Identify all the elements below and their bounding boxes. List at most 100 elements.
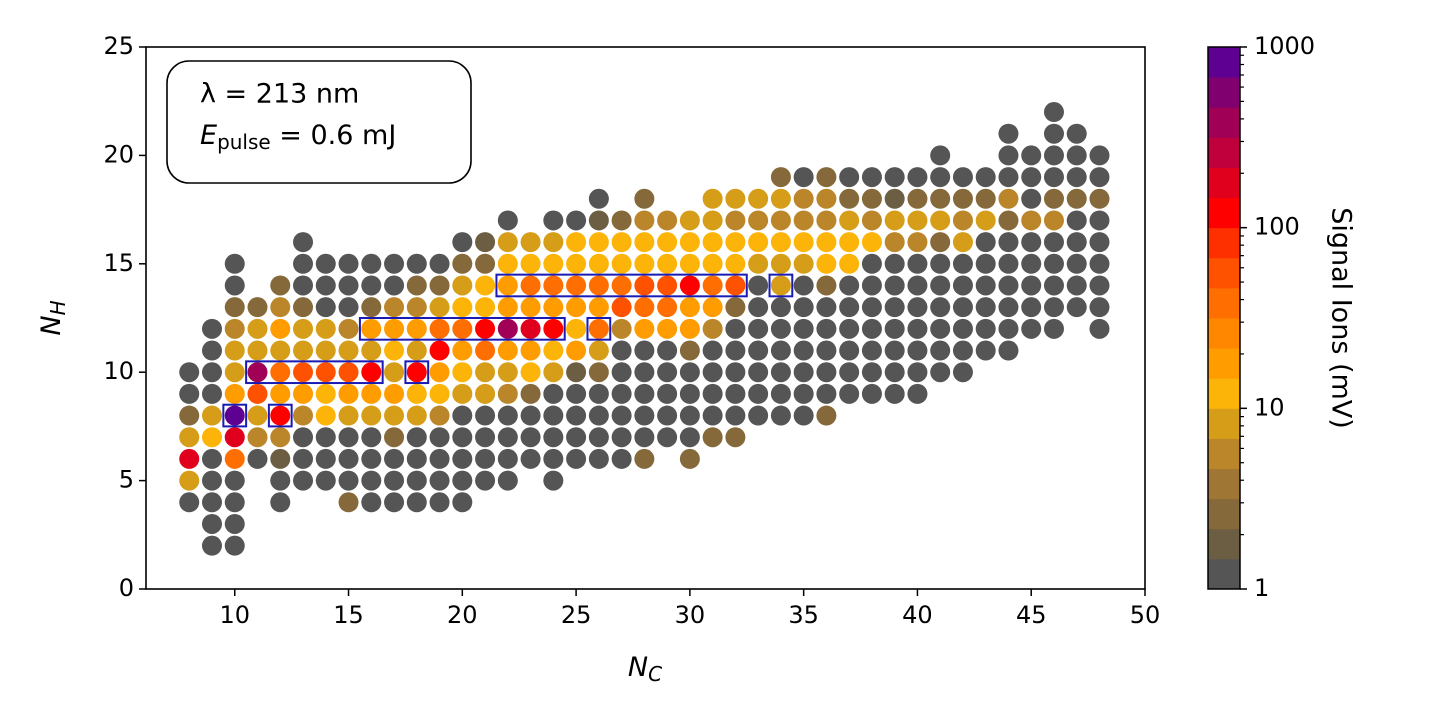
point [634,362,655,383]
point [452,492,473,513]
point [270,405,291,426]
point [361,492,382,513]
point [657,405,678,426]
point [224,470,245,491]
point [270,362,291,383]
point [611,362,632,383]
point [952,275,973,296]
point [770,188,791,209]
point [315,297,336,318]
point [1021,210,1042,231]
point [475,448,496,469]
highlight-box [495,273,748,298]
point [1089,145,1110,166]
point [930,210,951,231]
colorbar-band [1208,167,1240,199]
y-tick-label: 0 [119,574,134,602]
point [884,383,905,404]
point [566,232,587,253]
y-tick-label: 5 [119,466,134,494]
point [1089,297,1110,318]
point [406,253,427,274]
point [770,210,791,231]
colorbar-band [1208,438,1240,470]
point [520,275,541,296]
point [657,253,678,274]
point [611,297,632,318]
point [384,448,405,469]
point [770,318,791,339]
point [611,275,632,296]
point [1043,318,1064,339]
point [816,297,837,318]
y-tick-label: 20 [103,140,134,168]
point [907,253,928,274]
point [1021,318,1042,339]
point [861,210,882,231]
point [748,383,769,404]
point [338,448,359,469]
point [930,167,951,188]
point [475,340,496,361]
point [611,232,632,253]
point [520,405,541,426]
point [588,340,609,361]
point [566,318,587,339]
point [748,275,769,296]
point [907,383,928,404]
point [201,448,222,469]
point [429,383,450,404]
colorbar-label: Signal Ions (mV) [1326,207,1357,429]
point [293,405,314,426]
point [702,340,723,361]
point [907,210,928,231]
point [452,318,473,339]
point [611,210,632,231]
y-tick-label: 15 [103,249,134,277]
colorbar-frame [1207,46,1241,590]
point [975,188,996,209]
point [293,318,314,339]
point [384,470,405,491]
point [861,340,882,361]
y-tick-label: 10 [103,357,134,385]
point [884,188,905,209]
point [657,297,678,318]
point [1066,188,1087,209]
point [861,318,882,339]
point [952,210,973,231]
point [930,188,951,209]
colorbar-band [1208,227,1240,259]
point [725,362,746,383]
point [497,427,518,448]
point [816,167,837,188]
point [179,470,200,491]
point [816,362,837,383]
point [543,253,564,274]
point [1066,210,1087,231]
point [702,297,723,318]
point [1089,253,1110,274]
point [861,167,882,188]
point [361,275,382,296]
colorbar-band [1208,378,1240,409]
point [429,362,450,383]
point [770,405,791,426]
point [907,318,928,339]
point [201,513,222,534]
point [702,362,723,383]
point [338,383,359,404]
point [634,188,655,209]
point [543,210,564,231]
point [315,253,336,274]
point [224,405,245,426]
point [201,362,222,383]
point [816,275,837,296]
point [338,492,359,513]
point [861,275,882,296]
point [497,470,518,491]
point [884,167,905,188]
point [293,383,314,404]
point [634,232,655,253]
point [930,145,951,166]
